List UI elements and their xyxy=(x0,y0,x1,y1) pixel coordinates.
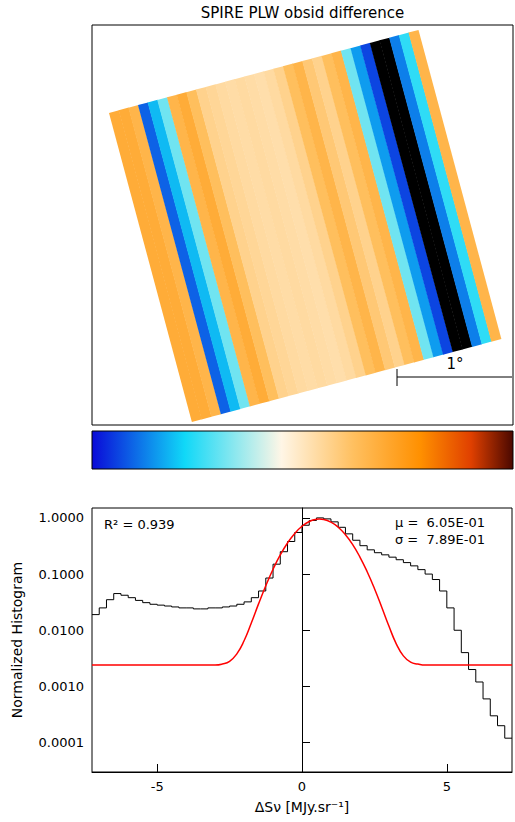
svg-text:Normalized Histogram: Normalized Histogram xyxy=(9,562,25,718)
svg-text:0.0100: 0.0100 xyxy=(39,623,85,638)
svg-text:μ = 6.05E-01: μ = 6.05E-01 xyxy=(395,515,485,530)
svg-text:0: 0 xyxy=(298,779,306,794)
svg-text:0.1000: 0.1000 xyxy=(39,567,85,582)
svg-text:ΔSν [MJy.sr⁻¹]: ΔSν [MJy.sr⁻¹] xyxy=(255,799,350,815)
svg-text:0.0001: 0.0001 xyxy=(39,735,85,750)
svg-text:σ = 7.89E-01: σ = 7.89E-01 xyxy=(395,532,485,547)
svg-text:SPIRE PLW obsid difference: SPIRE PLW obsid difference xyxy=(201,4,405,22)
svg-text:R² = 0.939: R² = 0.939 xyxy=(104,517,175,532)
svg-text:1.0000: 1.0000 xyxy=(39,510,85,525)
svg-text:5: 5 xyxy=(443,779,451,794)
svg-text:-5: -5 xyxy=(151,779,164,794)
svg-text:1°: 1° xyxy=(446,355,463,373)
svg-text:0.0010: 0.0010 xyxy=(39,679,85,694)
